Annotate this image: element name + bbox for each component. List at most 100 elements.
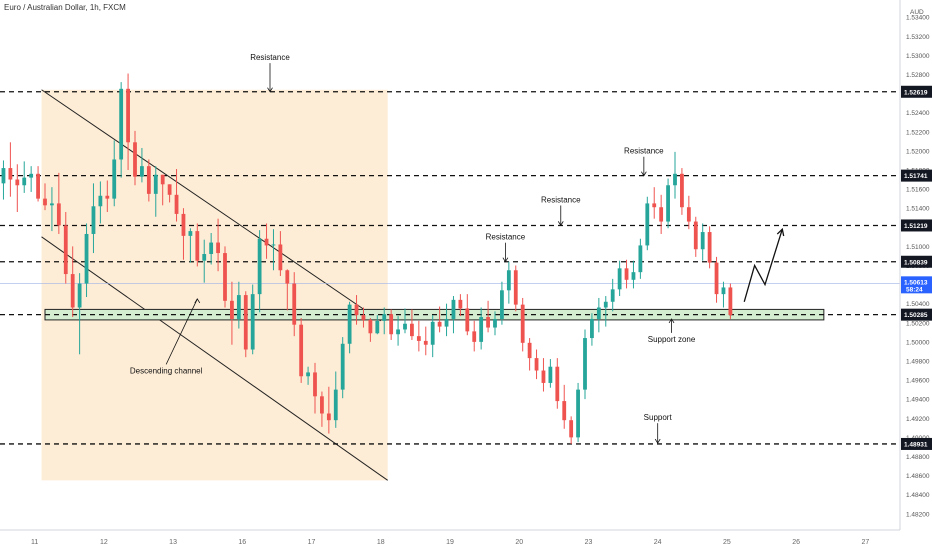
candle-body[interactable] (105, 195, 110, 199)
candle-body[interactable] (430, 321, 435, 345)
candle-body[interactable] (112, 159, 117, 199)
candle-body[interactable] (133, 142, 137, 177)
candle-body[interactable] (278, 244, 283, 271)
candle-body[interactable] (271, 244, 276, 246)
candle-body[interactable] (472, 331, 477, 342)
candle-body[interactable] (617, 268, 622, 290)
candle-body[interactable] (451, 299, 456, 319)
candle-body[interactable] (140, 166, 144, 177)
candle-body[interactable] (479, 317, 484, 342)
candle-body[interactable] (126, 88, 130, 143)
candle-body[interactable] (202, 254, 207, 261)
candle-body[interactable] (534, 358, 539, 371)
candle-body[interactable] (707, 232, 712, 263)
candle-body[interactable] (43, 198, 47, 206)
candle-body[interactable] (444, 318, 449, 327)
candle-body[interactable] (382, 314, 387, 321)
candle-body[interactable] (84, 233, 89, 284)
candle-body[interactable] (285, 270, 290, 284)
candle-body[interactable] (153, 174, 158, 194)
candle-body[interactable] (548, 366, 553, 383)
candle-body[interactable] (569, 420, 574, 438)
candle-body[interactable] (603, 301, 608, 308)
candle-body[interactable] (700, 232, 705, 250)
candle-body[interactable] (631, 272, 636, 280)
candle-body[interactable] (375, 320, 380, 334)
candle-body[interactable] (98, 195, 103, 207)
candle-body[interactable] (354, 304, 359, 316)
candle-body[interactable] (520, 304, 525, 343)
candle-body[interactable] (56, 203, 61, 226)
candle-body[interactable] (541, 370, 546, 383)
candle-body[interactable] (264, 238, 269, 246)
candle-body[interactable] (292, 283, 297, 325)
candle-body[interactable] (562, 401, 567, 421)
candle-body[interactable] (458, 299, 463, 309)
candle-body[interactable] (486, 317, 490, 328)
candle-body[interactable] (513, 270, 518, 305)
candle-body[interactable] (243, 295, 248, 350)
candle-body[interactable] (389, 314, 394, 335)
candle-body[interactable] (583, 338, 587, 390)
candle-body[interactable] (299, 324, 304, 377)
candle-body[interactable] (230, 300, 234, 319)
candle-body[interactable] (216, 242, 220, 254)
candle-body[interactable] (493, 318, 497, 328)
candle-body[interactable] (195, 231, 200, 261)
candle-body[interactable] (659, 207, 664, 222)
candle-body[interactable] (555, 366, 560, 402)
candle-body[interactable] (361, 315, 366, 320)
projection-path[interactable] (743, 228, 783, 302)
candle-body[interactable] (506, 270, 511, 291)
candle-body[interactable] (403, 323, 407, 330)
candle-body[interactable] (686, 207, 691, 222)
candle-body[interactable] (209, 242, 214, 255)
candle-body[interactable] (313, 372, 317, 397)
candle-body[interactable] (666, 185, 670, 222)
candle-body[interactable] (250, 294, 255, 350)
candle-body[interactable] (610, 289, 615, 302)
candle-body[interactable] (22, 177, 27, 186)
candle-body[interactable] (410, 323, 414, 337)
candle-body[interactable] (527, 342, 532, 359)
candle-body[interactable] (91, 206, 96, 234)
candle-body[interactable] (728, 287, 733, 316)
candle-body[interactable] (167, 184, 172, 195)
candle-body[interactable] (36, 173, 40, 199)
candle-body[interactable] (223, 253, 227, 301)
candle-body[interactable] (306, 372, 310, 377)
candle-body[interactable] (1, 168, 6, 184)
candle-body[interactable] (257, 238, 262, 295)
candle-body[interactable] (8, 168, 13, 180)
candle-body[interactable] (693, 221, 698, 250)
candle-body[interactable] (500, 290, 504, 319)
candle-body[interactable] (326, 413, 331, 421)
candle-body[interactable] (416, 336, 421, 341)
candle-body[interactable] (645, 203, 650, 246)
candle-body[interactable] (29, 173, 34, 178)
candle-body[interactable] (576, 389, 580, 438)
candle-body[interactable] (119, 88, 124, 160)
channel-lower-line[interactable] (41, 236, 388, 481)
candle-body[interactable] (673, 173, 677, 186)
candle-body[interactable] (333, 389, 338, 421)
candle-body[interactable] (70, 274, 75, 308)
candle-body[interactable] (652, 203, 657, 208)
candle-body[interactable] (174, 194, 179, 214)
candle-body[interactable] (236, 295, 241, 319)
candle-body[interactable] (188, 231, 193, 236)
candle-body[interactable] (15, 179, 20, 186)
candle-body[interactable] (77, 283, 82, 308)
candle-body[interactable] (596, 307, 601, 319)
candle-body[interactable] (680, 173, 684, 208)
candle-body[interactable] (160, 174, 165, 185)
candle-body[interactable] (465, 308, 470, 332)
candle-body[interactable] (437, 321, 442, 327)
candle-body[interactable] (423, 340, 428, 345)
candle-body[interactable] (638, 245, 643, 273)
candle-body[interactable] (368, 319, 373, 334)
candle-body[interactable] (320, 396, 324, 414)
candle-body[interactable] (347, 304, 352, 344)
candle-body[interactable] (714, 262, 719, 295)
